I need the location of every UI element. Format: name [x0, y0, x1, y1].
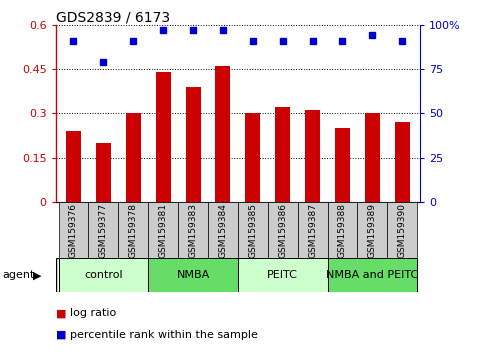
- Text: GSM159381: GSM159381: [158, 204, 168, 258]
- Bar: [66, 131, 81, 202]
- Text: log ratio: log ratio: [70, 308, 116, 318]
- Bar: [156, 72, 170, 202]
- Bar: [238, 202, 268, 258]
- Text: GSM159384: GSM159384: [218, 204, 227, 258]
- Text: GSM159385: GSM159385: [248, 204, 257, 258]
- Bar: [335, 128, 350, 202]
- Text: control: control: [84, 270, 123, 280]
- Bar: [148, 258, 238, 292]
- Bar: [126, 113, 141, 202]
- Bar: [58, 258, 148, 292]
- Bar: [148, 202, 178, 258]
- Bar: [88, 202, 118, 258]
- Bar: [178, 202, 208, 258]
- Text: GDS2839 / 6173: GDS2839 / 6173: [56, 11, 170, 25]
- Text: GSM159378: GSM159378: [129, 204, 138, 258]
- Bar: [268, 202, 298, 258]
- Bar: [58, 202, 88, 258]
- Text: GSM159383: GSM159383: [188, 204, 198, 258]
- Text: agent: agent: [2, 270, 35, 280]
- Text: ■: ■: [56, 308, 66, 318]
- Bar: [208, 202, 238, 258]
- Bar: [245, 113, 260, 202]
- Text: ■: ■: [56, 330, 66, 339]
- Bar: [395, 122, 410, 202]
- Bar: [118, 202, 148, 258]
- Text: NMBA: NMBA: [176, 270, 210, 280]
- Bar: [327, 258, 417, 292]
- Bar: [357, 202, 387, 258]
- Bar: [298, 202, 327, 258]
- Text: percentile rank within the sample: percentile rank within the sample: [70, 330, 258, 339]
- Text: GSM159376: GSM159376: [69, 204, 78, 258]
- Text: GSM159386: GSM159386: [278, 204, 287, 258]
- Text: NMBA and PEITC: NMBA and PEITC: [326, 270, 418, 280]
- Text: GSM159387: GSM159387: [308, 204, 317, 258]
- Bar: [96, 143, 111, 202]
- Text: GSM159388: GSM159388: [338, 204, 347, 258]
- Bar: [238, 258, 327, 292]
- Bar: [327, 202, 357, 258]
- Text: GSM159389: GSM159389: [368, 204, 377, 258]
- Text: ▶: ▶: [33, 270, 42, 280]
- Text: GSM159390: GSM159390: [398, 204, 407, 258]
- Bar: [215, 66, 230, 202]
- Bar: [185, 87, 200, 202]
- Bar: [305, 110, 320, 202]
- Bar: [387, 202, 417, 258]
- Text: PEITC: PEITC: [267, 270, 298, 280]
- Bar: [275, 107, 290, 202]
- Text: GSM159377: GSM159377: [99, 204, 108, 258]
- Bar: [365, 113, 380, 202]
